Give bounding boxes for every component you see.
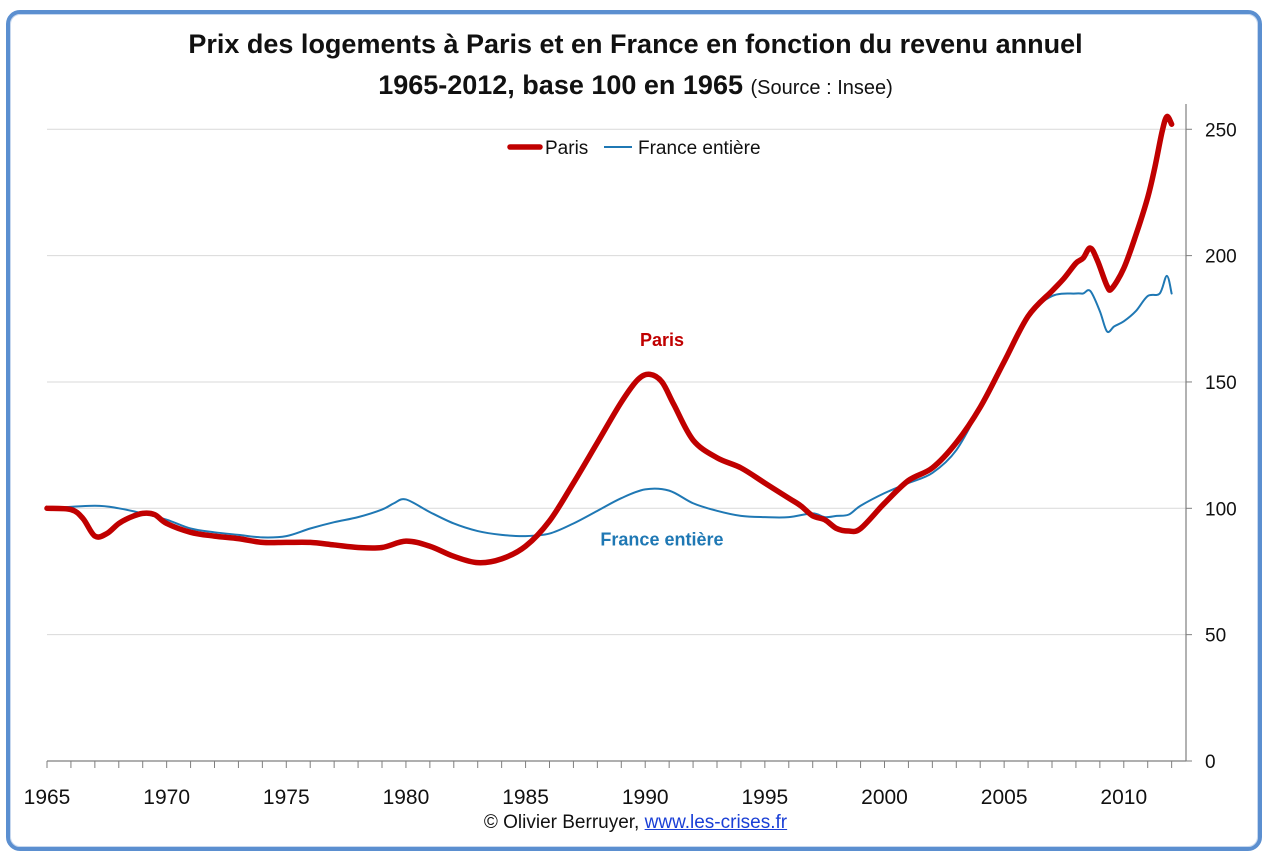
y-tick-label-250: 250 [1205,120,1237,141]
x-tick-label-2010: 2010 [1100,786,1147,809]
y-tick-label-150: 150 [1205,373,1237,394]
y-tick-label-0: 0 [1205,752,1216,773]
title-source: (Source : Insee) [750,77,893,99]
x-tick-label-1990: 1990 [622,786,669,809]
x-tick-label-1975: 1975 [263,786,310,809]
x-tick-label-1970: 1970 [143,786,190,809]
x-tick-label-2005: 2005 [981,786,1028,809]
x-tick-label-1995: 1995 [741,786,788,809]
y-tick-label-200: 200 [1205,247,1237,268]
chart-title-line2: 1965-2012, base 100 en 1965 (Source : In… [0,68,1271,105]
axes: 0 50 100 150 200 250 1965 1970 1975 1980 1985 1990 1… [24,104,1237,809]
legend: Paris France entière [507,138,761,159]
annotation-paris: Paris [640,330,684,350]
footer-credit: © Olivier Berruyer, [483,812,640,833]
annotation-france-entiere: France entière [600,530,723,550]
legend-label-paris: Paris [545,138,588,159]
chart-frame [6,10,1262,851]
title-line2-text: 1965-2012, base 100 en 1965 [378,70,743,100]
gridlines [47,128,1186,636]
series-line-paris [44,113,1175,566]
series-line-france-entiere [46,274,1173,539]
y-tick-label-50: 50 [1205,626,1226,647]
y-tick-label-100: 100 [1205,499,1237,520]
footer-link[interactable]: www.les-crises.fr [644,812,788,833]
x-tick-label-1965: 1965 [24,786,71,809]
title-line1-text: Prix des logements à Paris et en France … [188,29,1083,59]
annotations: Paris France entière [600,330,723,550]
legend-label-france: France entière [638,138,761,159]
chart-title-line1: Prix des logements à Paris et en France … [0,27,1271,61]
x-tick-label-1985: 1985 [502,786,549,809]
footer: © Olivier Berruyer, www.les-crises.fr [0,812,1271,834]
series-lines [44,113,1175,566]
x-tick-label-2000: 2000 [861,786,908,809]
x-tick-label-1980: 1980 [383,786,430,809]
